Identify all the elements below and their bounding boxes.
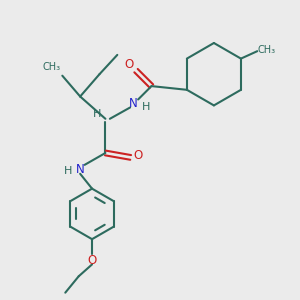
Text: N: N xyxy=(76,163,85,176)
Text: N: N xyxy=(129,98,138,110)
Text: CH₃: CH₃ xyxy=(258,45,276,55)
Text: O: O xyxy=(87,254,97,267)
Text: H: H xyxy=(142,103,150,112)
Text: CH₃: CH₃ xyxy=(43,62,61,72)
Text: O: O xyxy=(134,149,143,162)
Text: H: H xyxy=(93,109,101,119)
Text: O: O xyxy=(125,58,134,71)
Text: H: H xyxy=(64,166,72,176)
